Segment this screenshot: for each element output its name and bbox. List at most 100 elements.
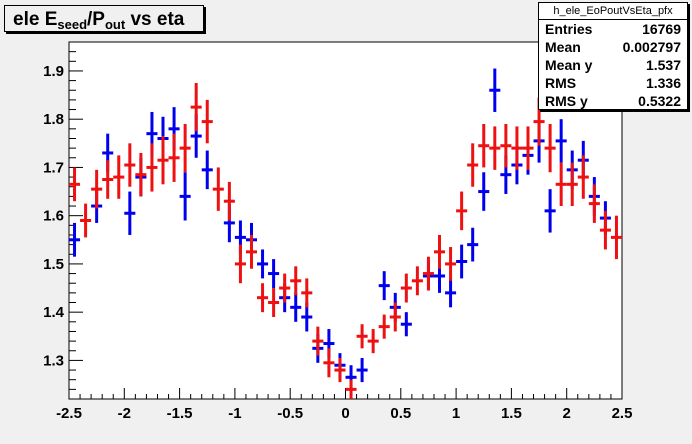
data-point: [445, 247, 457, 281]
data-point: [544, 124, 556, 173]
data-point: [157, 136, 169, 185]
x-tick-label: -0.5: [277, 405, 303, 422]
y-tick-label: 1.5: [43, 256, 64, 273]
stats-label: Entries: [545, 21, 593, 37]
data-point: [312, 326, 324, 356]
x-tick-label: 1.5: [501, 405, 522, 422]
data-point: [179, 124, 191, 173]
data-point: [290, 266, 302, 296]
series-red: [69, 83, 622, 399]
data-point: [367, 329, 379, 354]
data-point: [555, 162, 567, 207]
title-sub-seed: seed: [57, 17, 88, 32]
data-point: [301, 278, 313, 308]
data-point: [356, 357, 368, 383]
data-point: [400, 273, 412, 303]
x-tick-label: 0: [341, 405, 349, 422]
data-point: [257, 249, 269, 279]
title-prefix: ele E: [13, 9, 58, 30]
data-point: [334, 357, 346, 383]
x-tick-label: -2.5: [56, 405, 82, 422]
data-point: [522, 126, 534, 170]
y-tick-label: 1.9: [43, 63, 64, 80]
stats-value: 1.336: [645, 75, 681, 91]
stats-box: h_ele_EoPoutVsEta_pfx Entries 16769 Mean 0…: [538, 2, 688, 110]
data-point: [400, 312, 412, 337]
data-point: [478, 124, 490, 168]
x-tick-label: -2: [118, 405, 131, 422]
y-tick-label: 1.3: [43, 352, 64, 369]
data-point: [422, 256, 434, 291]
data-point: [378, 314, 390, 339]
data-point: [489, 126, 501, 170]
data-point: [566, 162, 578, 207]
data-point: [212, 167, 224, 211]
data-point: [245, 234, 258, 269]
stats-value: 1.537: [645, 57, 681, 73]
stats-histogram-name: h_ele_EoPoutVsEta_pfx: [539, 3, 687, 20]
y-tick-label: 1.7: [43, 159, 64, 176]
data-point: [356, 324, 368, 349]
data-point: [500, 124, 512, 168]
data-point: [102, 160, 114, 199]
y-tick-label: 1.4: [43, 304, 65, 321]
data-point: [168, 133, 180, 182]
data-point: [467, 227, 479, 262]
title-suffix: vs eta: [125, 9, 185, 30]
stats-label: RMS: [545, 75, 577, 91]
stats-row-mean-y: Mean y 1.537: [539, 56, 687, 74]
y-tick-label: 1.6: [43, 208, 64, 225]
data-point: [146, 143, 158, 192]
data-point: [433, 234, 446, 269]
data-point: [223, 181, 235, 221]
data-point: [610, 215, 622, 260]
data-point: [478, 172, 490, 211]
data-point: [577, 155, 589, 199]
data-point: [290, 292, 302, 322]
axes: -2.5 -2 -1.5 -1 -0.5 0 0.5 1 1.5 2 2.5 1.3 1.4 1.5 1.6…: [43, 41, 633, 422]
data-point: [124, 143, 136, 187]
stats-value: 16769: [642, 21, 681, 37]
data-marks: [69, 68, 622, 399]
data-point: [190, 83, 202, 132]
data-point: [69, 167, 81, 202]
x-tick-label: -1: [228, 405, 241, 422]
data-point: [113, 155, 125, 199]
data-point: [378, 271, 390, 301]
title-sub-out: out: [104, 17, 126, 32]
x-tick-label: -1.5: [167, 405, 193, 422]
data-point: [135, 152, 147, 197]
data-point: [268, 259, 280, 289]
plot-frame: [68, 41, 623, 400]
stats-row-mean: Mean 0.002797: [539, 38, 687, 56]
data-point: [411, 266, 423, 296]
data-point: [257, 283, 269, 313]
title-mid: /P: [87, 9, 105, 30]
stats-value: 0.5322: [638, 93, 681, 109]
data-point: [201, 99, 213, 144]
data-point: [268, 288, 280, 317]
data-point: [599, 210, 611, 250]
stats-label: RMS y: [545, 93, 588, 109]
data-point: [544, 189, 556, 233]
data-point: [323, 348, 335, 378]
data-point: [467, 143, 479, 187]
data-point: [456, 244, 468, 279]
x-tick-label: 0.5: [390, 405, 411, 422]
data-point: [588, 184, 600, 223]
stats-row-entries: Entries 16769: [539, 20, 687, 38]
stats-row-rms: RMS 1.336: [539, 74, 687, 92]
x-tick-label: 2.5: [612, 405, 633, 422]
stats-row-rms-y: RMS y 0.5322: [539, 92, 687, 110]
data-point: [234, 244, 246, 284]
stats-label: Mean: [545, 39, 581, 55]
data-point: [456, 191, 468, 231]
data-point: [179, 172, 191, 221]
data-point: [91, 169, 103, 209]
data-point: [69, 222, 81, 257]
data-point: [279, 273, 291, 303]
x-tick-label: 1: [452, 405, 460, 422]
data-point: [80, 203, 92, 238]
chart-title: ele Eseed/Pout vs eta: [4, 5, 204, 32]
